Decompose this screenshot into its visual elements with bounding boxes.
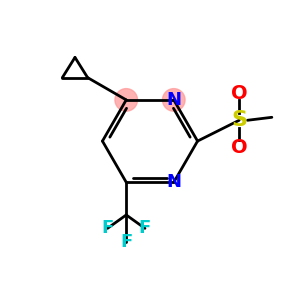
Circle shape <box>163 88 185 111</box>
Circle shape <box>115 88 137 111</box>
Text: F: F <box>120 233 132 251</box>
Text: N: N <box>166 91 181 109</box>
Text: O: O <box>231 137 247 157</box>
Text: N: N <box>166 173 181 191</box>
Text: O: O <box>231 84 247 103</box>
Text: F: F <box>139 219 151 237</box>
Text: F: F <box>101 219 114 237</box>
Text: S: S <box>231 110 247 130</box>
